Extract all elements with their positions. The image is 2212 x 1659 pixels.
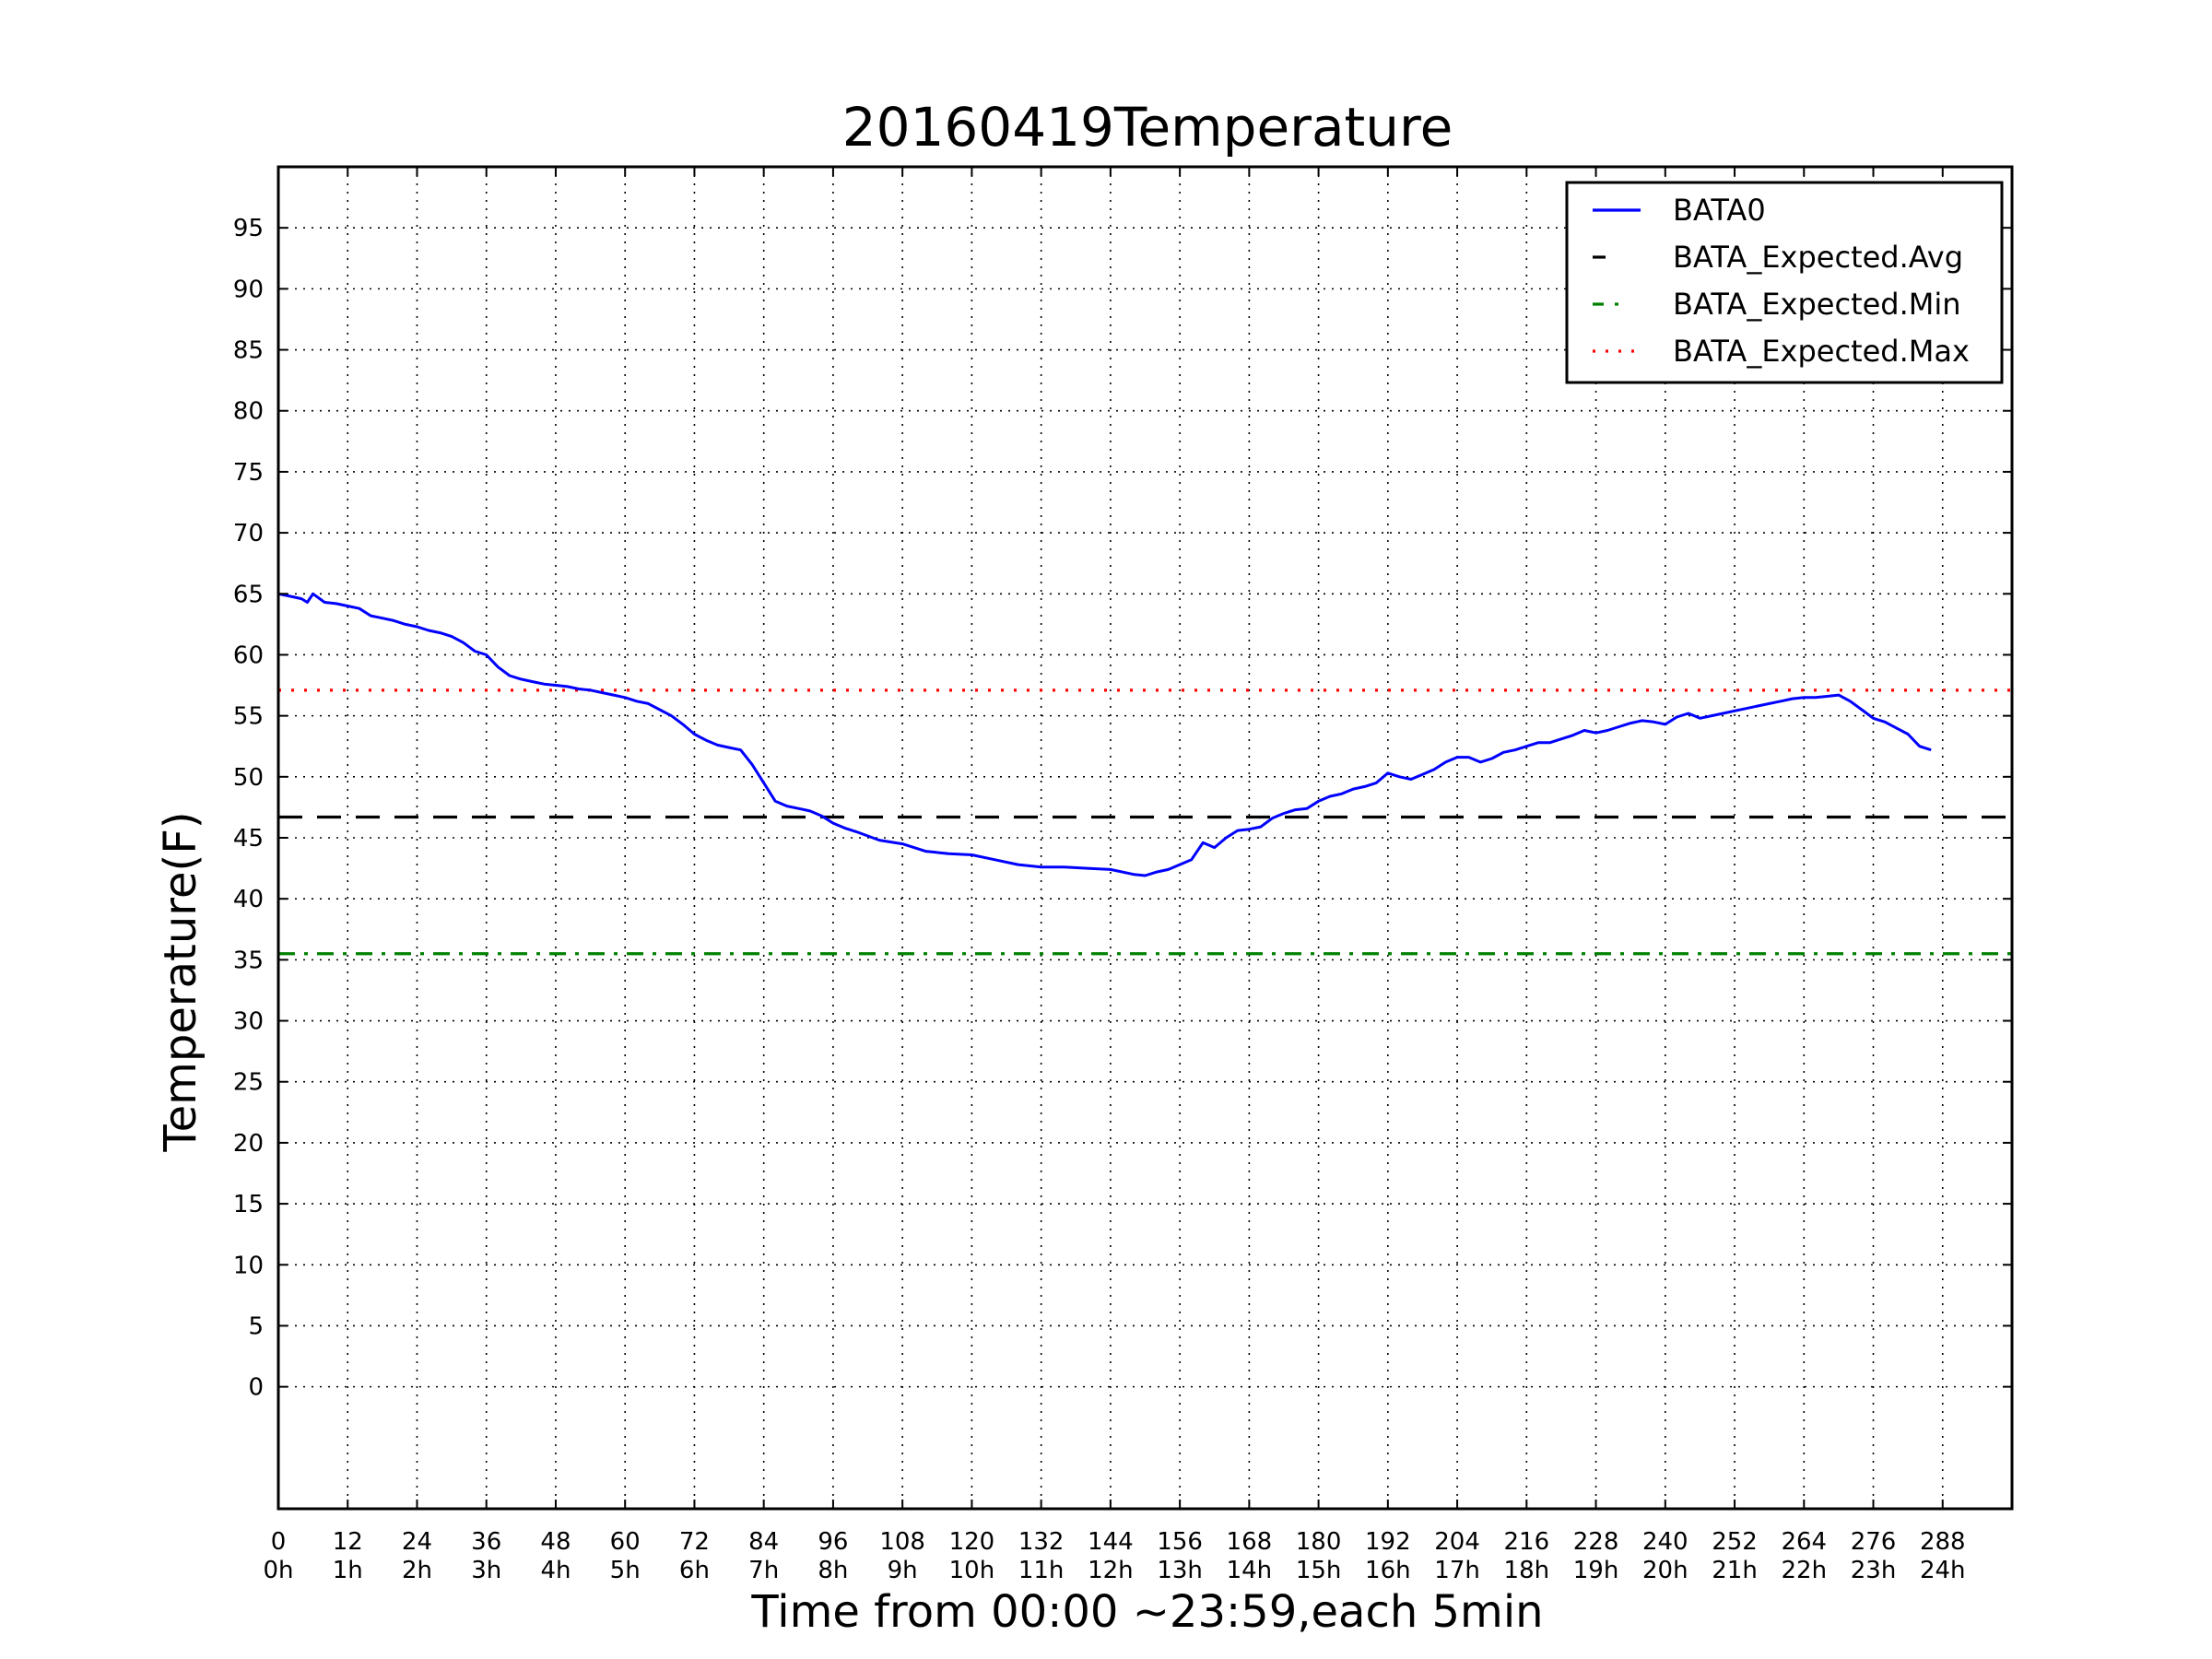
x-tick-sublabel: 17h [1434, 1557, 1480, 1584]
x-tick-sublabel: 6h [679, 1557, 710, 1584]
y-tick-label: 10 [233, 1252, 264, 1279]
y-tick-label: 45 [233, 825, 264, 853]
y-tick-label: 80 [233, 398, 264, 426]
x-tick-sublabel: 0h [263, 1557, 293, 1584]
x-tick-sublabel: 14h [1227, 1557, 1273, 1584]
x-tick-label: 120 [949, 1528, 995, 1556]
y-tick-label: 40 [233, 886, 264, 913]
chart-title: 20160419Temperature [842, 96, 1453, 159]
x-tick-label: 240 [1642, 1528, 1688, 1556]
x-tick-sublabel: 11h [1018, 1557, 1065, 1584]
series-bata0-line [277, 592, 1932, 877]
x-tick-sublabel: 4h [540, 1557, 571, 1584]
series-lines [277, 592, 1932, 877]
x-tick-sublabel: 13h [1157, 1557, 1203, 1584]
x-tick-label: 84 [748, 1528, 779, 1556]
legend-label: BATA_Expected.Min [1673, 287, 1961, 322]
x-tick-sublabel: 22h [1781, 1557, 1827, 1584]
y-tick-label: 5 [248, 1312, 264, 1340]
x-tick-label: 156 [1157, 1528, 1203, 1556]
y-tick-label: 65 [233, 581, 264, 608]
x-tick-sublabel: 15h [1296, 1557, 1342, 1584]
x-tick-label: 96 [818, 1528, 848, 1556]
y-tick-label: 20 [233, 1130, 264, 1158]
y-tick-label: 90 [233, 276, 264, 303]
x-tick-label: 168 [1227, 1528, 1273, 1556]
x-tick-label: 144 [1088, 1528, 1134, 1556]
x-tick-sublabel: 10h [949, 1557, 995, 1584]
x-tick-label: 48 [540, 1528, 571, 1556]
x-tick-sublabel: 20h [1642, 1557, 1688, 1584]
x-tick-label: 192 [1365, 1528, 1411, 1556]
legend-label: BATA_Expected.Max [1673, 334, 1970, 369]
x-tick-label: 132 [1018, 1528, 1065, 1556]
x-tick-label: 24 [402, 1528, 432, 1556]
legend-box [1565, 181, 2004, 384]
x-tick-label: 228 [1573, 1528, 1619, 1556]
legend-label: BATA_Expected.Avg [1673, 240, 1963, 275]
x-tick-sublabel: 21h [1712, 1557, 1758, 1584]
x-tick-label: 288 [1920, 1528, 1966, 1556]
x-tick-sublabel: 12h [1088, 1557, 1134, 1584]
y-tick-label: 75 [233, 459, 264, 487]
x-tick-sublabel: 23h [1851, 1557, 1897, 1584]
x-tick-label: 60 [610, 1528, 641, 1556]
x-tick-sublabel: 2h [402, 1557, 432, 1584]
axis-ticks: 00h121h242h363h484h605h726h847h968h1089h… [233, 167, 2012, 1584]
x-tick-sublabel: 7h [748, 1557, 779, 1584]
x-tick-sublabel: 9h [888, 1557, 918, 1584]
x-tick-sublabel: 19h [1573, 1557, 1619, 1584]
x-tick-label: 12 [333, 1528, 363, 1556]
x-tick-sublabel: 3h [471, 1557, 501, 1584]
y-tick-label: 55 [233, 703, 264, 731]
x-tick-label: 108 [879, 1528, 925, 1556]
y-tick-label: 35 [233, 947, 264, 974]
legend: BATA0 BATA_Expected.Avg BATA_Expected.Min B… [1565, 181, 2004, 384]
x-tick-sublabel: 24h [1920, 1557, 1966, 1584]
y-tick-label: 70 [233, 520, 264, 547]
y-tick-label: 15 [233, 1191, 264, 1218]
y-axis-label: Temperature(F) [155, 811, 206, 1152]
y-tick-label: 50 [233, 764, 264, 792]
x-tick-sublabel: 5h [610, 1557, 641, 1584]
x-tick-label: 252 [1712, 1528, 1758, 1556]
y-tick-label: 25 [233, 1069, 264, 1097]
x-tick-label: 36 [471, 1528, 501, 1556]
x-tick-sublabel: 8h [818, 1557, 848, 1584]
y-tick-label: 30 [233, 1008, 264, 1036]
x-tick-label: 72 [679, 1528, 710, 1556]
x-tick-label: 204 [1434, 1528, 1480, 1556]
y-tick-label: 60 [233, 641, 264, 669]
x-tick-label: 216 [1503, 1528, 1549, 1556]
x-tick-label: 276 [1851, 1528, 1897, 1556]
x-axis-label: Time from 00:00 ~23:59,each 5min [750, 1586, 1543, 1638]
x-tick-label: 0 [271, 1528, 287, 1556]
x-tick-label: 180 [1296, 1528, 1342, 1556]
x-tick-sublabel: 1h [333, 1557, 363, 1584]
reference-lines [278, 688, 2012, 956]
y-tick-label: 95 [233, 215, 264, 242]
y-tick-label: 0 [248, 1374, 264, 1402]
x-tick-sublabel: 18h [1504, 1557, 1550, 1584]
x-tick-label: 264 [1781, 1528, 1827, 1556]
legend-label: BATA0 [1673, 193, 1766, 228]
y-tick-label: 85 [233, 337, 264, 365]
x-tick-sublabel: 16h [1365, 1557, 1411, 1584]
